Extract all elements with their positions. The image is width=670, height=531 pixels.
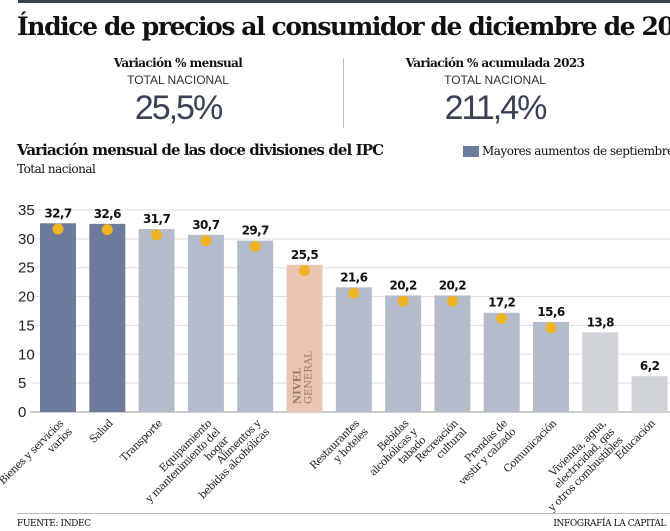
legend: Mayores aumentos de septiembre — [463, 144, 670, 158]
marker-dot — [299, 265, 310, 277]
bar — [434, 295, 471, 412]
bar — [237, 240, 274, 412]
value-label: 21,6 — [340, 270, 367, 284]
y-tick-label: 15 — [18, 317, 35, 334]
page-title: Índice de precios al consumidor de dicie… — [17, 12, 670, 41]
general-level-label: NIVEL — [293, 368, 304, 404]
x-tick-label: Bienes y serviciosvarios — [0, 418, 75, 496]
value-label: 6,2 — [640, 359, 660, 373]
legend-label: Mayores aumentos de septiembre — [482, 144, 670, 158]
kpi-heading: Variación % acumulada 2023 — [405, 56, 585, 70]
value-label: 29,7 — [242, 224, 269, 238]
footer-rule — [17, 513, 670, 514]
marker-dot — [101, 224, 113, 236]
kpi-value: 25,5% — [134, 89, 223, 127]
bar — [187, 234, 224, 412]
x-tick-label: Transporte — [118, 417, 165, 464]
bar — [483, 312, 520, 412]
value-label: 32,7 — [44, 206, 71, 220]
y-tick-label: 35 — [18, 202, 35, 219]
legend-swatch — [463, 145, 479, 157]
bar — [335, 287, 372, 412]
marker-dot — [151, 229, 163, 241]
y-tick-label: 10 — [18, 346, 35, 363]
bar — [533, 321, 569, 412]
marker-dot — [52, 223, 64, 235]
bar — [89, 223, 126, 412]
marker-dot — [446, 295, 458, 307]
y-tick-label: 30 — [18, 231, 35, 248]
source-note: FUENTE: INDEC — [17, 519, 91, 529]
chart-title: Variación mensual de las doce divisiones… — [17, 141, 384, 159]
bar — [582, 332, 619, 412]
bar — [286, 264, 323, 412]
value-label: 31,7 — [143, 212, 170, 226]
general-level-label: GENERAL — [304, 351, 315, 404]
x-tick-label: Restaurantesy hoteles — [308, 418, 371, 481]
y-tick-label: 5 — [18, 375, 26, 392]
chart-subtitle: Total nacional — [17, 162, 96, 176]
marker-dot — [397, 295, 409, 307]
credit-note: INFOGRAFÍA LA CAPITAL — [553, 519, 666, 529]
y-tick-label: 25 — [18, 260, 35, 277]
bar — [385, 295, 422, 412]
value-label: 13,8 — [587, 315, 614, 329]
bar — [40, 223, 76, 412]
value-label: 32,6 — [94, 207, 121, 221]
y-tick-label: 20 — [18, 289, 35, 306]
value-label: 17,2 — [488, 296, 515, 310]
kpi-value: 211,4% — [444, 89, 548, 127]
bar — [631, 376, 668, 412]
value-label: 20,2 — [389, 278, 416, 292]
value-label: 30,7 — [192, 218, 219, 232]
kpi-heading: Variación % mensual — [113, 56, 243, 70]
marker-dot — [496, 313, 508, 325]
marker-dot — [200, 235, 212, 247]
kpi-monthly: Variación % mensual TOTAL NACIONAL 25,5% — [28, 56, 328, 128]
kpi-cumulative: Variación % acumulada 2023 TOTAL NACIONA… — [345, 56, 645, 128]
bar — [138, 229, 175, 412]
top-rule — [18, 0, 670, 3]
x-tick-label: Salud — [87, 417, 116, 446]
marker-dot — [249, 240, 261, 252]
kpi-subheading: TOTAL NACIONAL — [127, 73, 229, 87]
kpi-subheading: TOTAL NACIONAL — [444, 73, 546, 87]
marker-dot — [545, 322, 557, 334]
value-label: 25,5 — [291, 248, 318, 262]
value-label: 20,2 — [439, 278, 466, 292]
kpi-divider — [343, 58, 344, 128]
y-tick-label: 0 — [18, 404, 26, 421]
value-label: 15,6 — [537, 305, 564, 319]
marker-dot — [348, 287, 360, 299]
